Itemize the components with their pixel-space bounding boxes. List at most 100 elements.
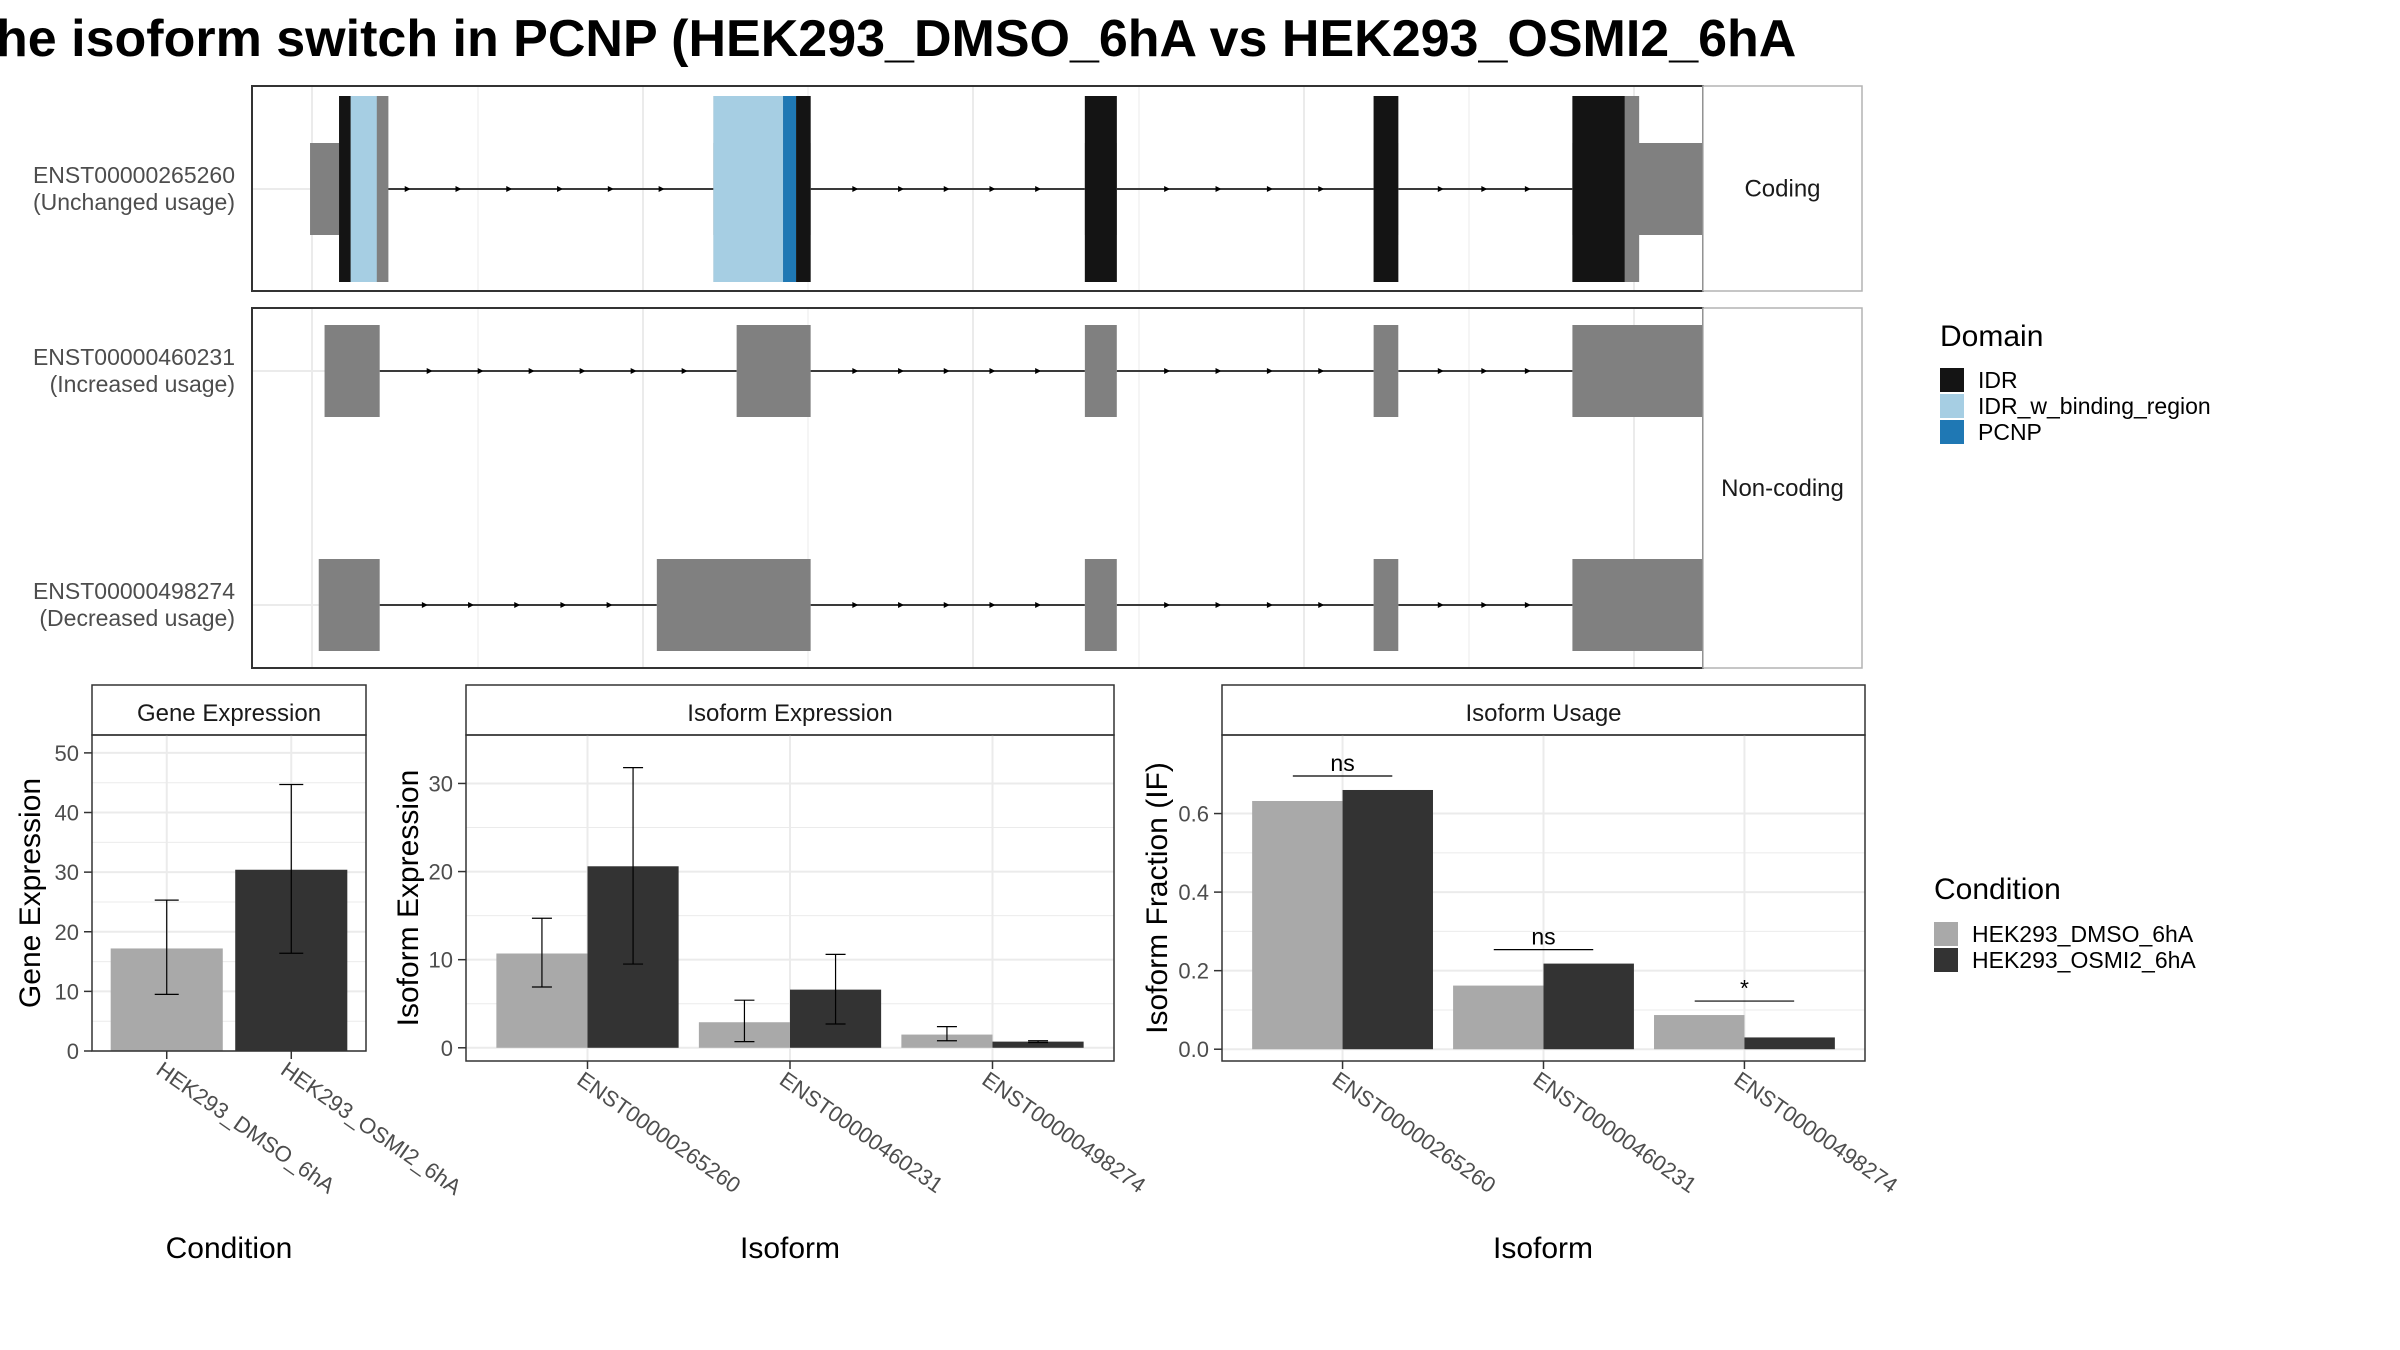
intron-arrow [579,368,586,374]
intron-arrow [1164,186,1171,192]
bar [992,1041,1084,1048]
x-tick-label: ENST00000498274 [978,1067,1151,1198]
x-tick-label: ENST00000460231 [775,1067,948,1198]
domain-segment [796,96,811,282]
y-tick-label: 0 [67,1039,79,1064]
transcript-id-label: ENST00000460231 [33,344,235,370]
condition-legend-title: Condition [1934,873,2061,906]
y-axis-title: Isoform Expression [392,770,425,1027]
exon [1084,325,1117,417]
intron-arrow [898,368,905,374]
x-axis-title: Isoform [1493,1232,1593,1265]
domain-segment [339,96,351,282]
intron-arrow [477,368,484,374]
intron-arrow [852,186,859,192]
intron-arrow [989,186,996,192]
intron-arrow [1481,602,1488,608]
intron-arrow [468,602,475,608]
x-tick-label: ENST00000460231 [1529,1067,1702,1198]
chart-strip [465,684,1115,736]
intron-arrow [1266,368,1273,374]
intron-arrow [1437,368,1444,374]
intron-arrow [455,186,462,192]
chart-panel: Isoform Expression 0 10 20 30 ENST00000265260… [392,684,1151,1265]
condition-legend-label: HEK293_OSMI2_6hA [1972,947,2196,973]
intron-arrow [1318,602,1325,608]
exon [1373,325,1399,417]
x-tick-label: ENST00000265260 [1328,1067,1501,1198]
chart-panel-border [91,734,367,1052]
chart-panel: Isoform Usage ns ns * 0.0 0.2 0.4 0.6 ENST000002… [1141,684,1903,1265]
y-axis-title: Isoform Fraction (IF) [1141,762,1174,1034]
facet-strip-label: Non-coding [1721,475,1844,502]
bar [1252,800,1343,1050]
transcript-usage-label: (Decreased usage) [39,605,235,631]
chart-title: Isoform Usage [1465,700,1621,727]
significance-label: ns [1531,924,1555,950]
intron-arrow [506,186,513,192]
x-axis-title: Isoform [740,1232,840,1265]
facet-strip [1702,85,1863,292]
y-tick-label: 0.2 [1178,959,1209,984]
intron-arrow [1164,602,1171,608]
bar [1543,963,1634,1050]
y-tick-label: 30 [429,771,453,796]
condition-legend: Condition HEK293_DMSO_6hAHEK293_OSMI2_6h… [1934,873,2196,973]
bar [1654,1015,1745,1050]
facet-strip [1702,307,1863,669]
intron-arrow [426,368,433,374]
intron-arrow [630,368,637,374]
intron-arrow [1524,602,1531,608]
bar [1744,1037,1835,1050]
intron-arrow [1035,186,1042,192]
significance-label: ns [1330,750,1354,776]
intron-arrow [1437,186,1444,192]
intron-arrow [421,602,428,608]
intron-arrow [943,602,950,608]
domain-segment [1572,96,1625,282]
y-tick-label: 50 [55,741,79,766]
domain-segment [350,96,377,282]
chart-title: Isoform Expression [687,700,892,727]
chart-title: Gene Expression [137,700,321,727]
intron-arrow [852,368,859,374]
intron-arrow [404,186,411,192]
transcript-usage-label: (Unchanged usage) [33,189,235,215]
domain-legend-label: IDR [1978,367,2018,393]
domain-segment [1373,96,1399,282]
x-tick-label: ENST00000498274 [1730,1067,1903,1198]
intron-arrow [681,368,688,374]
domain-legend-key [1940,368,1964,392]
domain-segment [713,96,784,282]
intron-arrow [606,602,613,608]
condition-legend-label: HEK293_DMSO_6hA [1972,921,2194,947]
intron-arrow [1035,368,1042,374]
intron-arrow [1318,368,1325,374]
bar [1453,985,1544,1050]
y-tick-label: 30 [55,860,79,885]
x-tick-label: ENST00000265260 [573,1067,746,1198]
y-tick-label: 0.0 [1178,1037,1209,1062]
transcript-id-label: ENST00000498274 [33,578,235,604]
intron-arrow [1266,602,1273,608]
transcript-panel-border [251,307,1704,669]
intron-arrow [1481,186,1488,192]
domain-legend-title: Domain [1940,320,2043,353]
intron-arrow [607,186,614,192]
intron-arrow [1164,368,1171,374]
intron-arrow [1215,602,1222,608]
transcript-id-label: ENST00000265260 [33,162,235,188]
intron-arrow [1481,368,1488,374]
significance-label: * [1740,975,1749,1001]
y-tick-label: 40 [55,801,79,826]
domain-segment [1084,96,1117,282]
y-tick-label: 0 [441,1036,453,1061]
y-tick-label: 0.6 [1178,802,1209,827]
facet-strip-label: Coding [1744,176,1820,203]
transcript-structure-plot: ENST00000265260(Unchanged usage) ENST0000… [33,85,1863,669]
intron-arrow [943,186,950,192]
exon [656,559,811,651]
domain-legend-label: PCNP [1978,419,2042,445]
